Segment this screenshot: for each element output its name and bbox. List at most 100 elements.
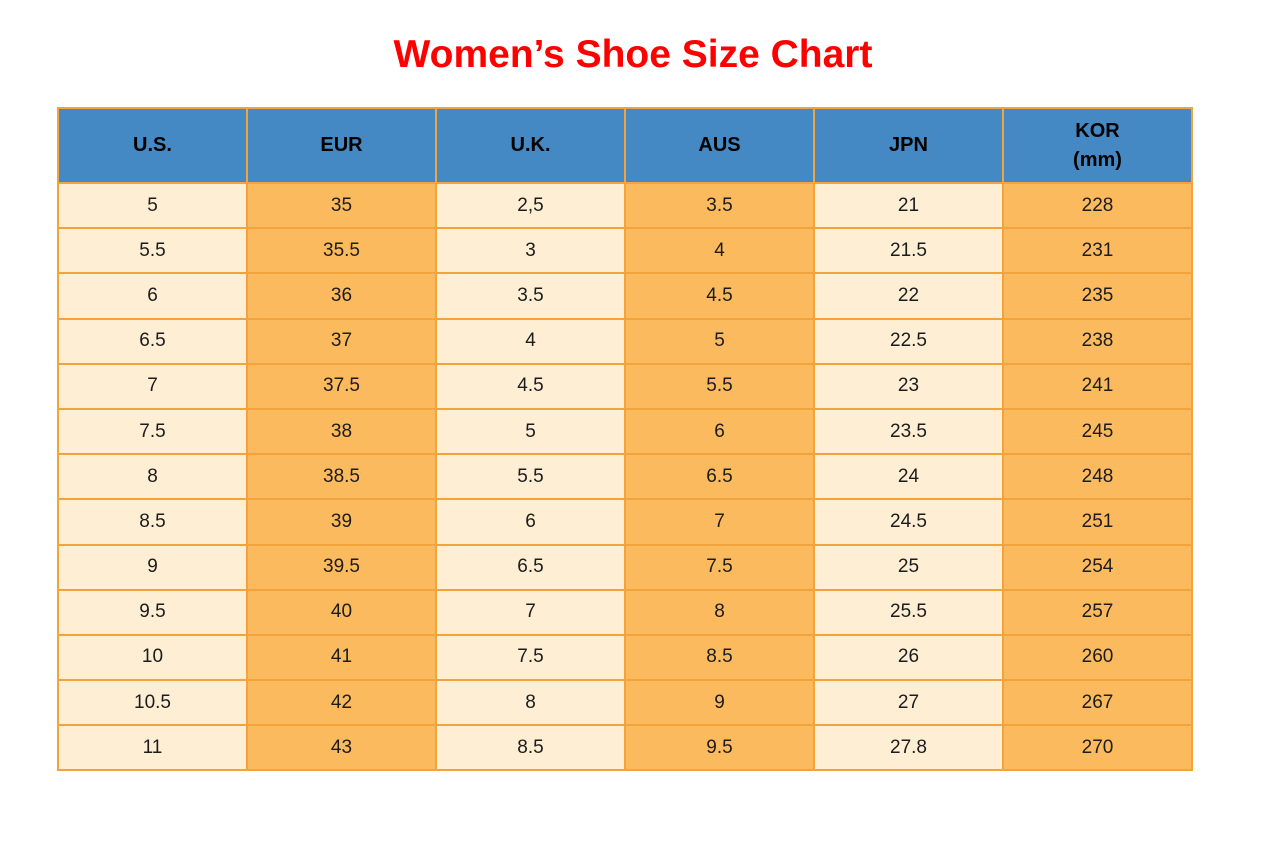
header-row: U.S. EUR U.K. AUS JPN KOR (mm) [57, 107, 1193, 184]
size-cell: 245 [1002, 407, 1193, 456]
size-cell: 8.5 [435, 724, 626, 772]
size-cell: 6 [435, 498, 626, 546]
table-row: 7.5 38 5 6 23.5 245 [57, 407, 1193, 456]
size-cell: 38 [246, 407, 437, 456]
size-cell: 21.5 [813, 227, 1004, 275]
size-cell: 24 [813, 453, 1004, 501]
size-cell: 7.5 [57, 407, 248, 456]
size-cell: 6.5 [57, 317, 248, 365]
size-cell: 3 [435, 227, 626, 275]
size-cell: 9 [57, 543, 248, 591]
table-row: 7 37.5 4.5 5.5 23 241 [57, 362, 1193, 410]
size-cell: 6.5 [624, 453, 815, 501]
size-cell: 22 [813, 272, 1004, 320]
size-cell: 2,5 [435, 181, 626, 230]
size-cell: 8.5 [624, 633, 815, 682]
size-cell: 267 [1002, 679, 1193, 727]
size-cell: 7.5 [435, 633, 626, 682]
table-row: 6.5 37 4 5 22.5 238 [57, 317, 1193, 365]
size-cell: 260 [1002, 633, 1193, 682]
size-cell: 3.5 [624, 181, 815, 230]
size-cell: 39.5 [246, 543, 437, 591]
size-cell: 26 [813, 633, 1004, 682]
size-cell: 4.5 [624, 272, 815, 320]
size-cell: 8.5 [57, 498, 248, 546]
size-cell: 251 [1002, 498, 1193, 546]
size-cell: 41 [246, 633, 437, 682]
size-cell: 40 [246, 588, 437, 636]
size-cell: 25.5 [813, 588, 1004, 636]
size-cell: 35.5 [246, 227, 437, 275]
size-cell: 6 [624, 407, 815, 456]
table-row: 9.5 40 7 8 25.5 257 [57, 588, 1193, 636]
size-cell: 10 [57, 633, 248, 682]
size-cell: 235 [1002, 272, 1193, 320]
size-cell: 23.5 [813, 407, 1004, 456]
table-row: 5 35 2,5 3.5 21 228 [57, 181, 1193, 230]
size-cell: 5.5 [624, 362, 815, 410]
table-row: 11 43 8.5 9.5 27.8 270 [57, 724, 1193, 772]
size-cell: 35 [246, 181, 437, 230]
size-cell: 11 [57, 724, 248, 772]
size-cell: 27 [813, 679, 1004, 727]
size-cell: 5 [57, 181, 248, 230]
size-cell: 7 [435, 588, 626, 636]
size-cell: 6 [57, 272, 248, 320]
size-cell: 23 [813, 362, 1004, 410]
table-row: 8.5 39 6 7 24.5 251 [57, 498, 1193, 546]
size-cell: 9.5 [57, 588, 248, 636]
table-row: 9 39.5 6.5 7.5 25 254 [57, 543, 1193, 591]
size-cell: 27.8 [813, 724, 1004, 772]
table-row: 6 36 3.5 4.5 22 235 [57, 272, 1193, 320]
size-cell: 228 [1002, 181, 1193, 230]
size-cell: 7 [57, 362, 248, 410]
column-header-kor: KOR (mm) [1002, 107, 1193, 184]
size-cell: 42 [246, 679, 437, 727]
size-cell: 8 [435, 679, 626, 727]
size-cell: 24.5 [813, 498, 1004, 546]
size-cell: 43 [246, 724, 437, 772]
column-header-jpn: JPN [813, 107, 1004, 184]
size-cell: 5.5 [57, 227, 248, 275]
size-cell: 22.5 [813, 317, 1004, 365]
size-cell: 257 [1002, 588, 1193, 636]
page-title: Women’s Shoe Size Chart [393, 33, 873, 76]
table-row: 10 41 7.5 8.5 26 260 [57, 633, 1193, 682]
size-cell: 7 [624, 498, 815, 546]
column-header-uk: U.K. [435, 107, 626, 184]
size-cell: 9 [624, 679, 815, 727]
size-cell: 38.5 [246, 453, 437, 501]
table-row: 5.5 35.5 3 4 21.5 231 [57, 227, 1193, 275]
size-cell: 9.5 [624, 724, 815, 772]
size-cell: 36 [246, 272, 437, 320]
size-cell: 21 [813, 181, 1004, 230]
column-header-eur: EUR [246, 107, 437, 184]
size-cell: 6.5 [435, 543, 626, 591]
size-cell: 5.5 [435, 453, 626, 501]
size-cell: 7.5 [624, 543, 815, 591]
size-cell: 10.5 [57, 679, 248, 727]
size-cell: 4 [624, 227, 815, 275]
column-header-aus: AUS [624, 107, 815, 184]
size-cell: 231 [1002, 227, 1193, 275]
size-cell: 25 [813, 543, 1004, 591]
size-cell: 241 [1002, 362, 1193, 410]
table-row: 10.5 42 8 9 27 267 [57, 679, 1193, 727]
shoe-size-table: U.S. EUR U.K. AUS JPN KOR (mm) 5 35 2,5 3.5 21 228… [57, 107, 1193, 772]
size-cell: 39 [246, 498, 437, 546]
size-cell: 3.5 [435, 272, 626, 320]
table-row: 8 38.5 5.5 6.5 24 248 [57, 453, 1193, 501]
size-cell: 5 [435, 407, 626, 456]
size-cell: 270 [1002, 724, 1193, 772]
size-cell: 238 [1002, 317, 1193, 365]
size-cell: 248 [1002, 453, 1193, 501]
size-cell: 4.5 [435, 362, 626, 410]
size-cell: 8 [57, 453, 248, 501]
column-header-us: U.S. [57, 107, 248, 184]
size-cell: 254 [1002, 543, 1193, 591]
size-cell: 8 [624, 588, 815, 636]
size-cell: 5 [624, 317, 815, 365]
size-cell: 4 [435, 317, 626, 365]
size-cell: 37.5 [246, 362, 437, 410]
